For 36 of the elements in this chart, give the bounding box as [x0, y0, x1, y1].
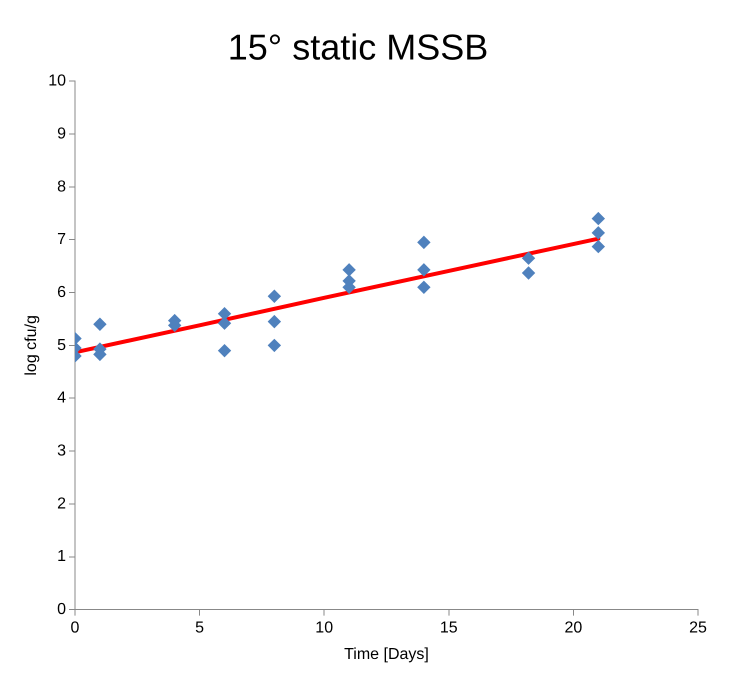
point — [268, 290, 281, 303]
point — [268, 315, 281, 328]
x-tick-label: 20 — [564, 620, 582, 637]
y-tick-label: 1 — [57, 548, 66, 566]
y-tick-label: 10 — [48, 72, 66, 90]
x-axis-title: Time [Days] — [344, 646, 429, 663]
point — [592, 212, 605, 226]
y-tick-label: 3 — [57, 442, 66, 460]
y-tick-label: 0 — [57, 601, 66, 618]
point — [218, 316, 232, 330]
point — [342, 263, 356, 276]
x-tick-label: 0 — [70, 620, 80, 637]
y-tick-label: 8 — [57, 178, 66, 196]
point — [417, 236, 430, 249]
y-tick-label: 4 — [57, 390, 66, 407]
y-axis-title: log cfu/g — [23, 315, 40, 376]
y-tick-label: 2 — [57, 495, 66, 512]
x-tick-label: 15 — [440, 620, 458, 637]
point — [522, 252, 536, 265]
x-tick-label: 10 — [315, 620, 334, 637]
point — [592, 226, 605, 240]
point — [522, 266, 536, 280]
point — [268, 338, 281, 352]
point — [417, 280, 430, 294]
y-tick-label: 5 — [57, 336, 66, 354]
point — [417, 263, 430, 276]
x-tick-label: 25 — [689, 620, 707, 637]
y-tick-label: 9 — [57, 125, 66, 142]
x-tick-label: 5 — [195, 620, 204, 637]
point — [592, 240, 605, 254]
point — [218, 344, 232, 358]
point — [218, 307, 232, 320]
point — [93, 318, 106, 331]
y-tick-label: 6 — [57, 284, 66, 301]
y-tick-label: 7 — [57, 231, 66, 248]
chart-title: 15° static MSSB — [228, 26, 488, 68]
